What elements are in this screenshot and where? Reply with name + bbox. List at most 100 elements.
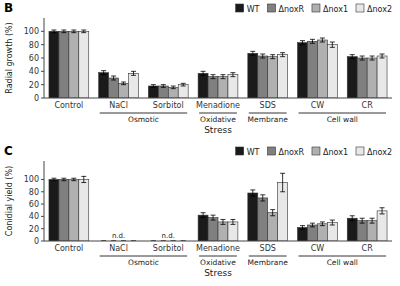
bar bbox=[357, 58, 367, 98]
y-tick bbox=[41, 31, 44, 32]
error-stem bbox=[113, 76, 114, 80]
error-stem bbox=[282, 173, 283, 191]
error-cap bbox=[280, 191, 285, 192]
error-stem bbox=[332, 42, 333, 47]
bar bbox=[158, 86, 168, 98]
bar bbox=[367, 221, 377, 241]
error-cap bbox=[270, 215, 275, 216]
error-bar bbox=[250, 51, 255, 55]
legend-swatch bbox=[267, 4, 275, 12]
error-cap bbox=[260, 58, 265, 59]
error-stem bbox=[213, 215, 214, 220]
legend-label: Δnox2 bbox=[367, 148, 392, 157]
error-stem bbox=[103, 71, 104, 75]
bar bbox=[357, 221, 367, 241]
error-stem bbox=[252, 190, 253, 196]
error-bar bbox=[151, 85, 156, 88]
error-cap bbox=[81, 30, 86, 31]
error-bar bbox=[230, 219, 235, 224]
error-cap bbox=[360, 223, 365, 224]
x-tick-label: Menadione bbox=[196, 101, 240, 110]
error-cap bbox=[81, 182, 86, 183]
error-cap bbox=[51, 178, 56, 179]
bar bbox=[307, 225, 317, 241]
panel-label: C bbox=[4, 144, 13, 158]
error-cap bbox=[121, 84, 126, 85]
group-bracket bbox=[199, 256, 237, 257]
legend-swatch bbox=[312, 147, 320, 155]
legend-swatch bbox=[356, 4, 364, 12]
bar bbox=[258, 198, 268, 241]
error-cap bbox=[300, 229, 305, 230]
error-cap bbox=[161, 87, 166, 88]
legend-label: ΔnoxR bbox=[278, 5, 304, 14]
error-cap bbox=[320, 42, 325, 43]
error-cap bbox=[310, 223, 315, 224]
error-bar bbox=[260, 195, 265, 201]
bar bbox=[228, 222, 238, 241]
error-bar bbox=[61, 178, 66, 180]
error-cap bbox=[320, 221, 325, 222]
error-cap bbox=[171, 86, 176, 87]
y-tick bbox=[41, 98, 44, 99]
error-cap bbox=[101, 70, 106, 71]
bar bbox=[69, 179, 79, 241]
bar bbox=[228, 75, 238, 98]
error-cap bbox=[111, 80, 116, 81]
error-bar bbox=[61, 30, 66, 33]
bar bbox=[248, 53, 258, 98]
error-cap bbox=[360, 60, 365, 61]
legend-swatch bbox=[236, 147, 244, 155]
bar bbox=[198, 73, 208, 98]
error-bar bbox=[181, 83, 186, 86]
error-bar bbox=[71, 30, 76, 33]
bar bbox=[307, 41, 317, 98]
error-cap bbox=[220, 219, 225, 220]
bar bbox=[327, 45, 337, 98]
error-cap bbox=[280, 56, 285, 57]
error-bar bbox=[320, 38, 325, 42]
bar bbox=[268, 57, 278, 98]
bar bbox=[49, 31, 59, 98]
annotation: n.d. bbox=[162, 232, 175, 240]
group-label: Oxidative bbox=[200, 115, 236, 124]
error-cap bbox=[280, 173, 285, 174]
y-axis-label: Conidial yield (%) bbox=[5, 166, 14, 236]
error-bar bbox=[350, 55, 355, 59]
error-cap bbox=[211, 78, 216, 79]
error-cap bbox=[300, 40, 305, 41]
error-cap bbox=[380, 207, 385, 208]
bar bbox=[248, 193, 258, 241]
error-stem bbox=[133, 71, 134, 75]
bar bbox=[49, 179, 59, 241]
error-cap bbox=[270, 58, 275, 59]
bar bbox=[298, 227, 308, 241]
error-bar bbox=[201, 71, 206, 75]
error-bar bbox=[81, 176, 86, 182]
bar bbox=[218, 77, 228, 98]
error-cap bbox=[320, 38, 325, 39]
error-cap bbox=[171, 88, 176, 89]
error-bar bbox=[230, 73, 235, 77]
x-tick-label: Menadione bbox=[196, 244, 240, 253]
error-stem bbox=[372, 218, 373, 223]
error-bar bbox=[51, 178, 56, 180]
bar bbox=[168, 87, 178, 98]
error-cap bbox=[230, 76, 235, 77]
error-cap bbox=[201, 71, 206, 72]
x-axis bbox=[44, 98, 392, 99]
error-bar bbox=[350, 216, 355, 221]
bar bbox=[377, 211, 387, 241]
legend-label: ΔnoxR bbox=[278, 148, 304, 157]
y-tick bbox=[41, 241, 44, 242]
bar bbox=[367, 58, 377, 98]
x-tick-label: Sorbitol bbox=[153, 244, 184, 253]
error-bar bbox=[161, 85, 166, 88]
error-cap bbox=[161, 84, 166, 85]
error-stem bbox=[282, 53, 283, 57]
error-bar bbox=[360, 218, 365, 223]
y-tick bbox=[41, 71, 44, 72]
bar bbox=[377, 56, 387, 98]
error-bar bbox=[260, 54, 265, 58]
error-cap bbox=[71, 178, 76, 179]
